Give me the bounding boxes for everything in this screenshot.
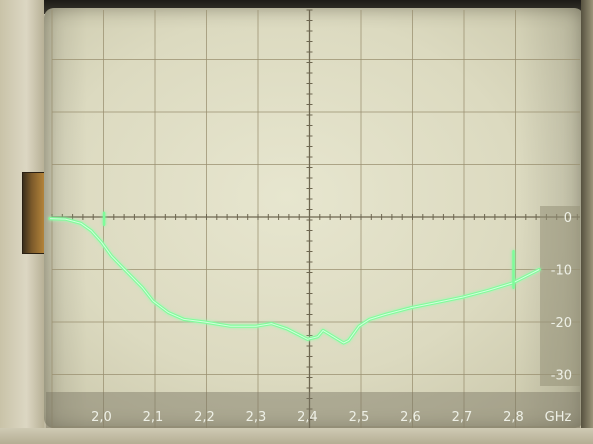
y-tick-label: 0 <box>564 211 572 226</box>
y-tick-label: -30 <box>551 369 572 384</box>
right-frame <box>581 0 593 444</box>
trace-layer <box>48 211 541 345</box>
scale-label-band <box>46 206 580 428</box>
x-tick-label: 2,5 <box>349 410 370 425</box>
graticule <box>51 9 580 428</box>
x-tick-label: 2,7 <box>452 410 473 425</box>
y-tick-label: -20 <box>551 316 572 331</box>
y-tick-labels: 0 -10 -20 -30 <box>551 211 572 384</box>
x-unit-label: GHz <box>545 410 572 425</box>
x-tick-labels: 2,0 2,1 2,2 2,3 2,4 2,5 2,6 2,7 2,8 <box>91 410 524 425</box>
y-tick-label: -10 <box>551 264 572 279</box>
response-trace <box>48 217 541 345</box>
x-tick-label: 2,0 <box>91 410 112 425</box>
y-label-panel <box>540 206 580 386</box>
x-tick-label: 2,4 <box>297 410 318 425</box>
bottom-frame <box>0 428 593 444</box>
x-tick-label: 2,1 <box>143 410 164 425</box>
x-label-panel <box>46 392 580 428</box>
x-tick-label: 2,8 <box>503 410 524 425</box>
x-tick-label: 2,3 <box>246 410 267 425</box>
response-trace-core <box>49 218 540 344</box>
x-tick-label: 2,2 <box>194 410 215 425</box>
x-tick-label: 2,6 <box>400 410 421 425</box>
